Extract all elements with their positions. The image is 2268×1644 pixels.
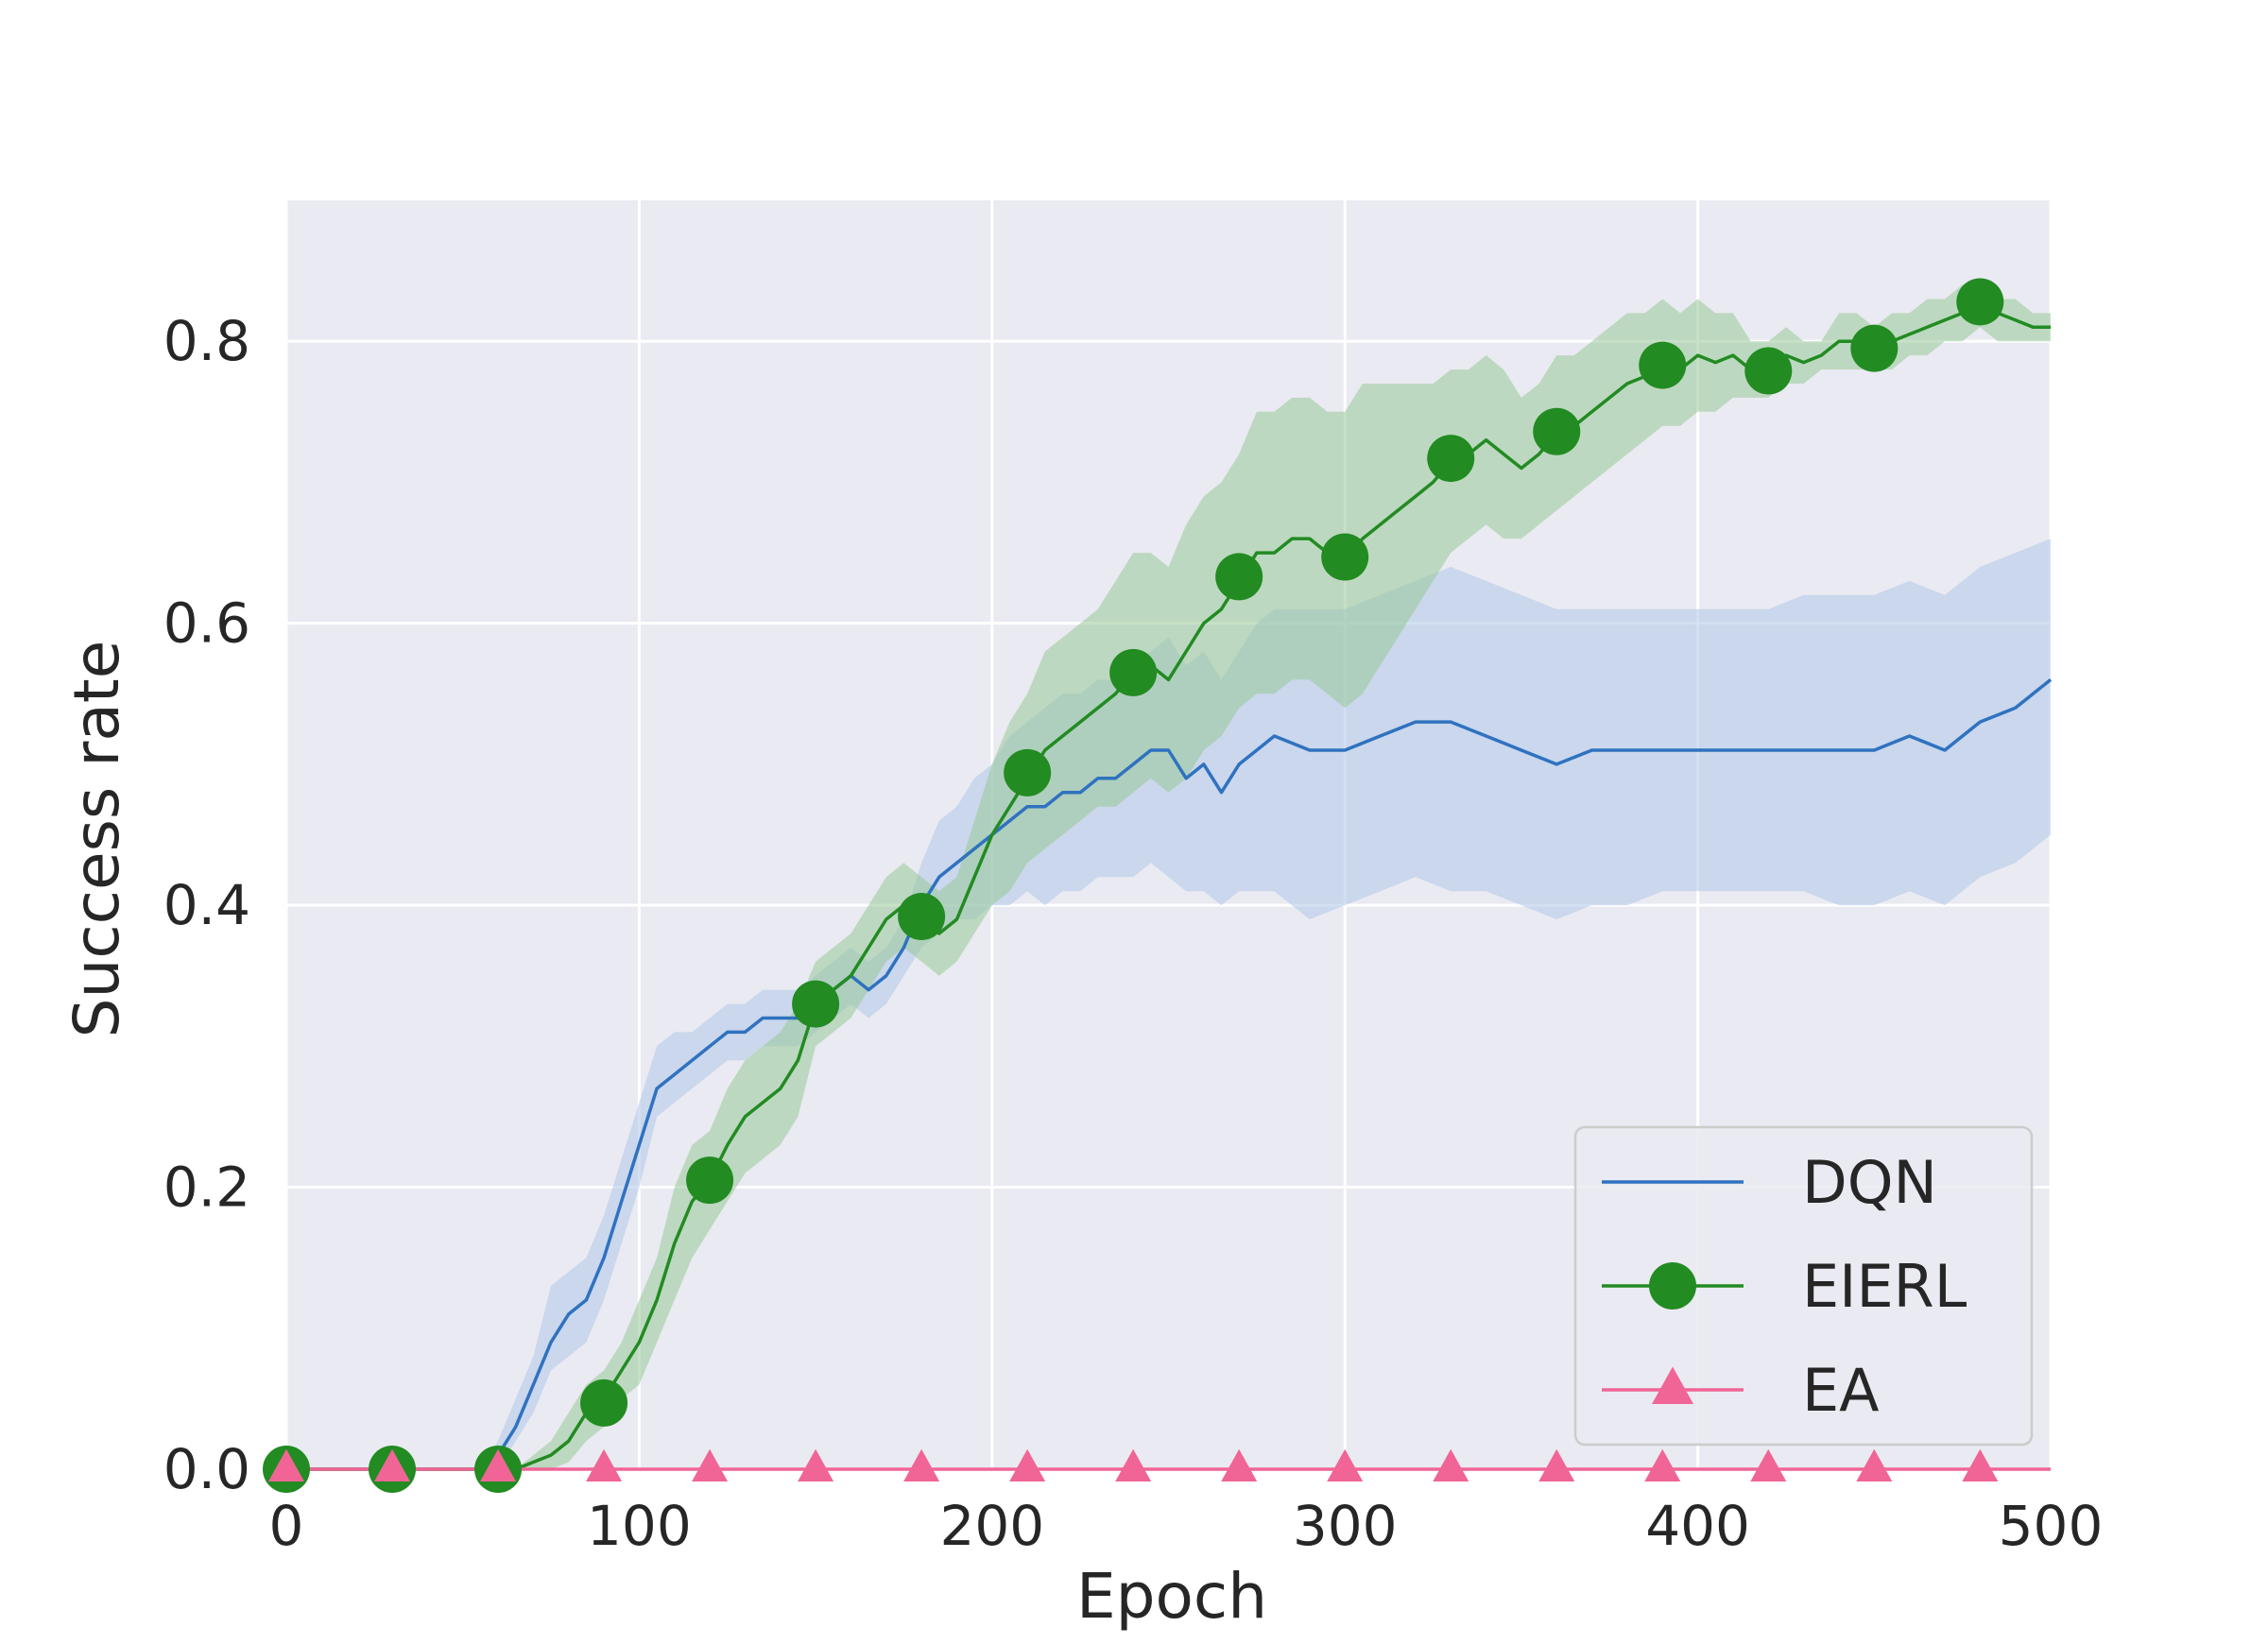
marker-ea [1221,1448,1258,1481]
marker-eierl [1533,407,1581,455]
marker-ea [480,1448,517,1481]
x-tick-labels: 0 100 200 300 400 500 [269,1494,2104,1558]
marker-eierl [1109,648,1158,696]
marker-ea [1856,1448,1893,1481]
marker-eierl [580,1379,628,1427]
marker-eierl [792,980,840,1028]
marker-ea [1115,1448,1152,1481]
x-tick-label: 400 [1645,1494,1750,1558]
series-lines [286,304,2053,1471]
marker-ea [1538,1448,1575,1481]
legend-marker-eierl [1649,1262,1696,1310]
marker-eierl [898,893,946,941]
marker-ea [692,1448,729,1481]
marker-ea [1327,1448,1364,1481]
y-tick-label: 0.6 [163,591,250,656]
x-tick-label: 200 [939,1494,1044,1558]
marker-eierl [1215,553,1263,601]
marker-ea [374,1448,411,1481]
marker-ea [798,1448,834,1481]
x-tick-label: 300 [1293,1494,1398,1558]
series-line-dqn [286,678,2053,1471]
legend-box [1573,1125,2034,1447]
marker-eierl [1744,347,1793,395]
marker-eierl [1321,533,1369,581]
y-tick-label: 0.2 [163,1156,250,1220]
marker-eierl [1956,278,2004,326]
marker-eierl [1427,435,1475,483]
marker-ea [903,1448,940,1481]
y-tick-label: 0.8 [163,309,250,373]
marker-ea [1644,1448,1681,1481]
x-tick-label: 0 [269,1494,304,1558]
series-markers [263,278,2004,1493]
marker-ea [268,1448,304,1481]
marker-eierl [1639,341,1687,389]
marker-ea [1962,1448,1999,1481]
series-line-eierl [286,304,2051,1471]
marker-ea [1009,1448,1046,1481]
legend: DQN EIERL EA [1573,1125,2034,1447]
legend-label-eierl: EIERL [1802,1252,1967,1321]
x-tick-label: 100 [587,1494,692,1558]
y-tick-label: 0.4 [163,873,250,937]
x-axis-label: Epoch [1076,1560,1267,1633]
marker-ea [1433,1448,1469,1481]
marker-ea [586,1448,623,1481]
marker-eierl [1004,748,1052,796]
y-tick-labels: 0.0 0.2 0.4 0.6 0.8 [163,309,250,1501]
legend-label-ea: EA [1802,1356,1880,1425]
marker-eierl [686,1156,734,1205]
legend-label-dqn: DQN [1802,1148,1937,1217]
marker-ea [1750,1448,1787,1481]
x-tick-label: 500 [1999,1494,2104,1558]
y-tick-label: 0.0 [163,1437,250,1501]
y-axis-label: Success rate [60,641,133,1038]
band-dqn [286,539,2051,1469]
marker-eierl [1850,324,1899,372]
legend-marker-ea [1652,1366,1693,1405]
